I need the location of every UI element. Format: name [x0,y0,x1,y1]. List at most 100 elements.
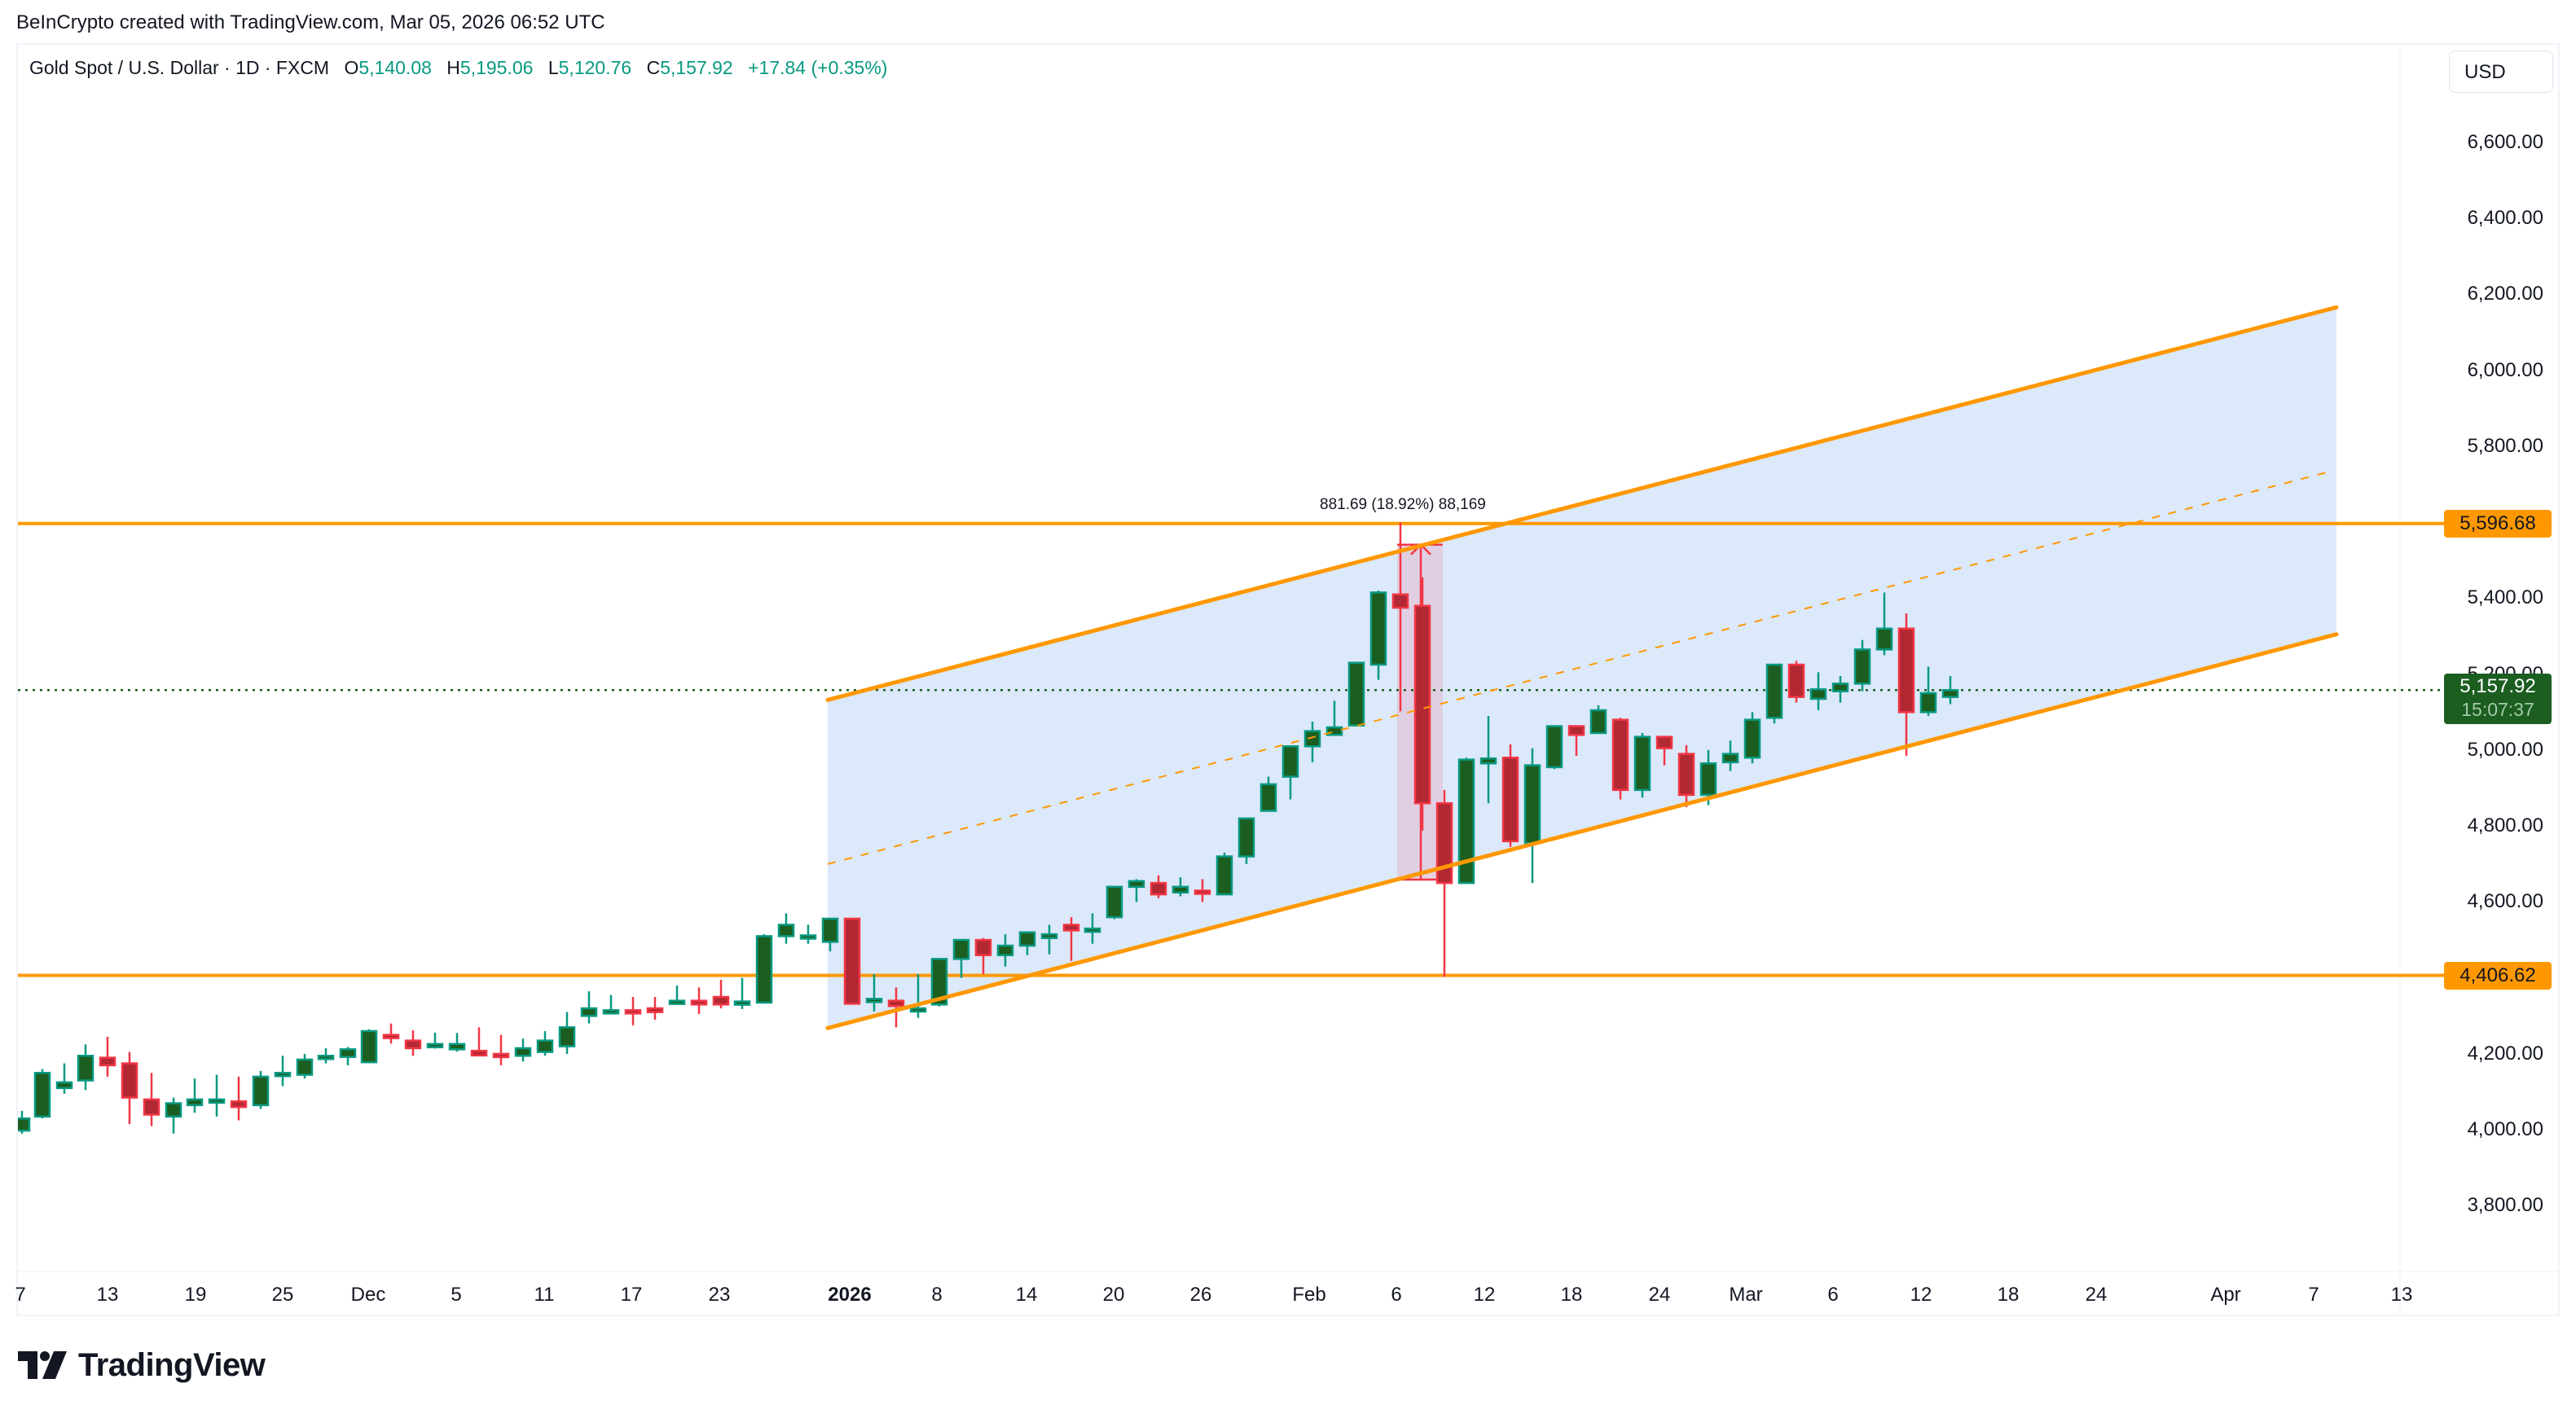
bullish-candle[interactable] [448,1043,466,1051]
bullish-candle[interactable] [1479,757,1497,765]
bullish-candle[interactable] [1545,725,1563,769]
bearish-candle[interactable] [492,1052,510,1059]
bullish-candle[interactable] [558,1025,576,1047]
bullish-candle[interactable] [1699,762,1717,797]
tradingview-logo[interactable]: TradingView [18,1347,266,1383]
bullish-candle[interactable] [1523,764,1541,845]
bullish-candle[interactable] [799,934,817,940]
bullish-candle[interactable] [165,1102,182,1118]
bearish-candle[interactable] [646,1007,664,1013]
bullish-candle[interactable] [317,1054,335,1060]
price-axis-tick: 3,800.00 [2467,1194,2543,1217]
bullish-candle[interactable] [1281,745,1299,778]
time-axis-tick: 8 [931,1284,943,1306]
bullish-candle[interactable] [1831,683,1849,692]
bullish-candle[interactable] [186,1098,204,1107]
bullish-candle[interactable] [996,944,1014,956]
currency-button[interactable]: USD [2449,50,2553,93]
bearish-candle[interactable] [1062,924,1080,932]
bullish-candle[interactable] [1589,709,1607,735]
bearish-candle[interactable] [230,1100,248,1109]
bullish-candle[interactable] [15,1117,31,1132]
bullish-candle[interactable] [668,999,686,1005]
bullish-candle[interactable] [1765,663,1783,719]
bearish-candle[interactable] [1150,881,1167,896]
bullish-candle[interactable] [514,1047,532,1057]
bullish-candle[interactable] [1106,885,1123,919]
bearish-candle[interactable] [99,1056,116,1067]
bullish-candle[interactable] [1809,688,1827,700]
bearish-candle[interactable] [121,1062,138,1099]
chart-frame[interactable] [16,43,2560,1316]
bullish-candle[interactable] [1369,591,1387,666]
bullish-candle[interactable] [55,1081,73,1090]
bearish-candle[interactable] [404,1039,422,1050]
bearish-candle[interactable] [1501,756,1519,843]
bearish-candle[interactable] [624,1009,642,1015]
bullish-candle[interactable] [1084,927,1101,933]
bearish-candle[interactable] [382,1034,400,1039]
time-axis-tick: 23 [708,1284,731,1306]
bullish-candle[interactable] [930,958,948,1006]
bearish-candle[interactable] [1567,725,1585,736]
bullish-candle[interactable] [1215,855,1233,896]
bearish-candle[interactable] [1435,801,1453,885]
bullish-candle[interactable] [339,1048,357,1058]
bullish-candle[interactable] [602,1009,620,1015]
bearish-candle[interactable] [1413,604,1431,805]
bullish-candle[interactable] [1743,718,1761,759]
bearish-candle[interactable] [470,1049,488,1056]
bearish-candle[interactable] [843,917,861,1005]
bullish-candle[interactable] [252,1075,270,1107]
bullish-candle[interactable] [952,938,970,960]
bullish-candle[interactable] [360,1030,378,1064]
bearish-candle[interactable] [1897,627,1915,714]
bearish-candle[interactable] [712,995,730,1006]
bearish-candle[interactable] [690,999,708,1006]
bullish-candle[interactable] [1040,933,1058,939]
bearish-candle[interactable] [1193,889,1211,895]
bullish-candle[interactable] [733,1000,751,1006]
bullish-candle[interactable] [296,1058,314,1076]
bullish-candle[interactable] [1018,931,1036,947]
bullish-candle[interactable] [821,917,839,943]
bullish-candle[interactable] [1721,753,1739,764]
time-axis-tick: 6 [1827,1284,1839,1306]
time-axis-tick: Dec [350,1284,386,1306]
bullish-candle[interactable] [1325,726,1343,736]
bullish-candle[interactable] [580,1007,598,1017]
bullish-candle[interactable] [77,1054,95,1082]
bearish-candle[interactable] [1391,593,1409,609]
bearish-candle[interactable] [143,1098,160,1116]
bullish-candle[interactable] [1128,880,1145,889]
bullish-candle[interactable] [1941,689,1959,698]
bearish-candle[interactable] [887,999,905,1008]
bullish-candle[interactable] [208,1098,226,1104]
bullish-candle[interactable] [777,924,795,938]
bearish-candle[interactable] [1787,663,1805,698]
bullish-candle[interactable] [909,1007,927,1013]
bullish-candle[interactable] [755,935,773,1004]
bullish-candle[interactable] [1457,758,1475,885]
bearish-candle[interactable] [974,938,992,956]
bullish-candle[interactable] [1633,736,1651,792]
bullish-candle[interactable] [33,1071,51,1118]
bullish-candle[interactable] [1259,783,1277,812]
bullish-candle[interactable] [1919,692,1937,714]
bearish-candle[interactable] [1677,753,1695,797]
bullish-candle[interactable] [1347,661,1365,727]
time-axis-separator [18,1271,2558,1272]
bearish-candle[interactable] [1655,736,1673,749]
bullish-candle[interactable] [1172,885,1189,894]
bullish-candle[interactable] [1875,627,1893,651]
bullish-candle[interactable] [274,1071,292,1078]
bullish-candle[interactable] [536,1039,554,1053]
bullish-candle[interactable] [1237,817,1255,858]
symbol-title[interactable]: Gold Spot / U.S. Dollar · 1D · FXCM [29,57,330,78]
bullish-candle[interactable] [865,998,883,1003]
bullish-candle[interactable] [426,1043,444,1049]
bullish-candle[interactable] [1303,730,1321,748]
bearish-candle[interactable] [1611,718,1629,792]
bullish-candle[interactable] [1853,648,1871,685]
